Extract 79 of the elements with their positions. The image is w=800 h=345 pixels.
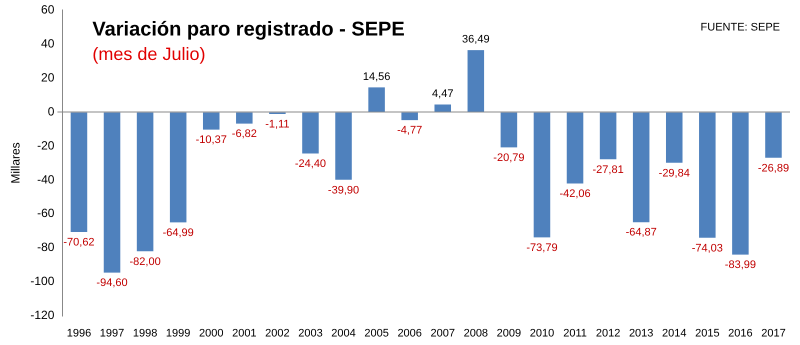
data-label: -64,87 [626,226,657,239]
data-label: -24,40 [294,158,326,170]
bar [70,112,88,232]
y-tick-label: 40 [41,36,55,50]
bar [666,112,683,163]
x-tick-label: 2012 [596,327,620,340]
x-tick-label: 2013 [628,327,654,340]
bar [632,112,650,222]
bar [500,112,518,148]
bar [302,112,319,154]
x-tick-label: 2002 [265,327,290,340]
annotation: FUENTE: SEPE [700,22,780,34]
bar [335,112,352,180]
x-tick-label: 2015 [695,327,720,340]
bar [732,112,749,255]
data-label: -70,62 [63,236,95,248]
y-tick-label: 60 [41,2,55,17]
y-tick-label: -100 [30,274,55,288]
data-label: -39,90 [328,184,360,196]
data-label: -27,81 [592,164,624,176]
bar [534,112,550,238]
bar [401,112,418,120]
x-tick-label: 2003 [298,327,323,340]
data-label: 4,47 [432,88,454,100]
x-tick-label: 2000 [199,327,224,340]
data-label: -10,37 [196,134,227,146]
data-label: -42,06 [559,188,591,200]
data-label: -73,79 [526,242,558,254]
y-tick-label: -80 [37,240,55,254]
x-tick-label: 2009 [496,327,522,340]
bar [202,112,220,130]
x-tick-label: 2005 [364,327,389,340]
x-tick-label: 1996 [66,327,92,340]
y-tick-label: -60 [37,206,55,220]
bar [236,112,253,124]
bar [566,112,584,184]
bar [699,112,716,238]
bar [104,112,120,273]
text: (mes de Julio) [92,44,206,64]
data-label: 14,56 [362,70,390,83]
y-tick-label: 0 [48,104,55,118]
bar [368,87,385,112]
x-tick-label: 1997 [100,327,124,340]
y-axis-title: Millares [8,142,23,184]
data-label: -6,82 [232,128,257,140]
data-label: -26,89 [758,162,790,174]
x-tick-label: 2017 [761,327,786,340]
x-tick-label: 1998 [132,327,158,340]
data-label: -4,77 [397,124,422,137]
bar [468,50,484,112]
data-label: -83,99 [724,259,756,272]
bar [434,104,452,112]
data-label: 36,49 [462,34,490,46]
x-tick-label: 2001 [232,327,257,340]
text: Variación paro registrado - SEPE [92,18,405,41]
x-tick-label: 2008 [464,327,488,340]
y-tick-label: -20 [37,138,55,152]
data-label: -20,79 [493,152,524,164]
x-tick-label: 2006 [397,327,422,340]
x-tick-label: 2004 [331,327,356,340]
data-label: -94,60 [96,277,128,290]
y-tick-label: -120 [30,308,55,322]
x-tick-label: 2007 [430,327,455,340]
bar [765,112,782,158]
x-tick-label: 2010 [530,327,554,340]
bar [600,112,616,160]
data-label: -82,00 [129,256,161,268]
y-tick-label: -40 [37,172,55,186]
data-label: -1,11 [265,118,290,130]
data-label: -29,84 [658,167,690,180]
data-label: -64,99 [162,226,194,239]
y-tick-label: 20 [41,70,55,84]
bar [170,112,186,222]
x-tick-label: 2016 [728,327,753,340]
bar [136,112,154,252]
x-tick-label: 2014 [662,327,686,340]
x-tick-label: 2011 [563,327,587,340]
x-tick-label: 1999 [166,327,190,340]
data-label: -74,03 [692,242,723,254]
